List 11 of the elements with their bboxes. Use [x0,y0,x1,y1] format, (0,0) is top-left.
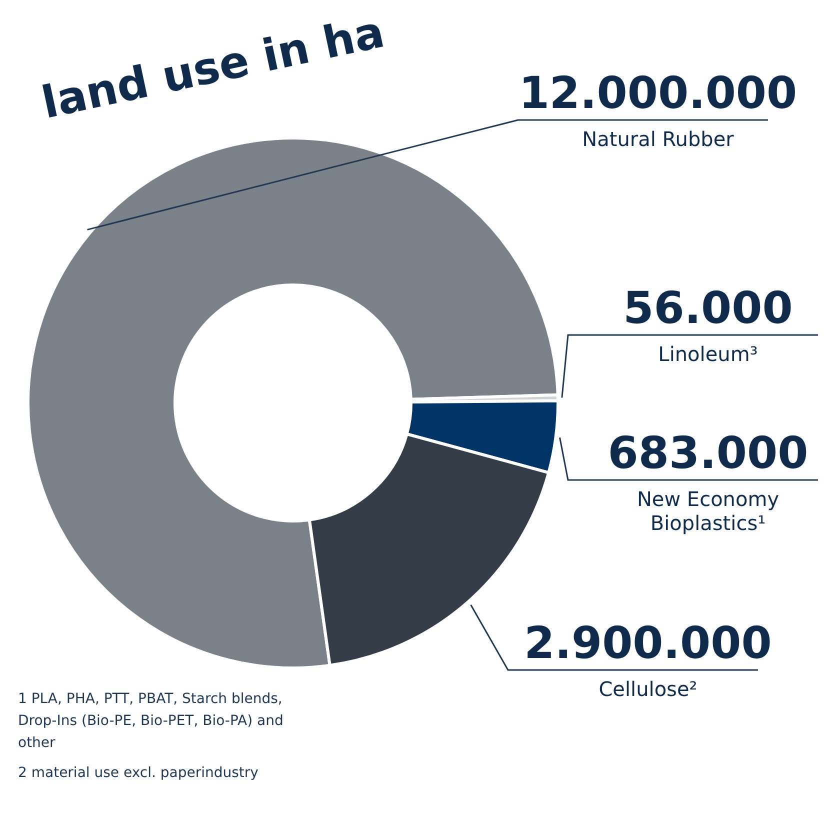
data-label: 12.000.000 [518,68,798,119]
slice-label: Natural Rubber [582,127,735,151]
slice-label: New Economy Bioplastics¹ [636,487,780,535]
text: 1 PLA, PHA, PTT, PBAT, Starch blends, Drop-Ins (Bio-PE, Bio-PET, Bio-PA) and other [18,690,284,753]
data-label: 56.000 [623,283,793,334]
data-label: 2.900.000 [524,618,772,669]
text: 2 material use excl. paperindustry [18,764,260,783]
data-label: 683.000 [608,428,808,479]
chart-title: land use in ha [37,6,389,129]
slice-label: Linoleum³ [658,342,758,366]
slice-label: Cellulose² [598,677,698,701]
